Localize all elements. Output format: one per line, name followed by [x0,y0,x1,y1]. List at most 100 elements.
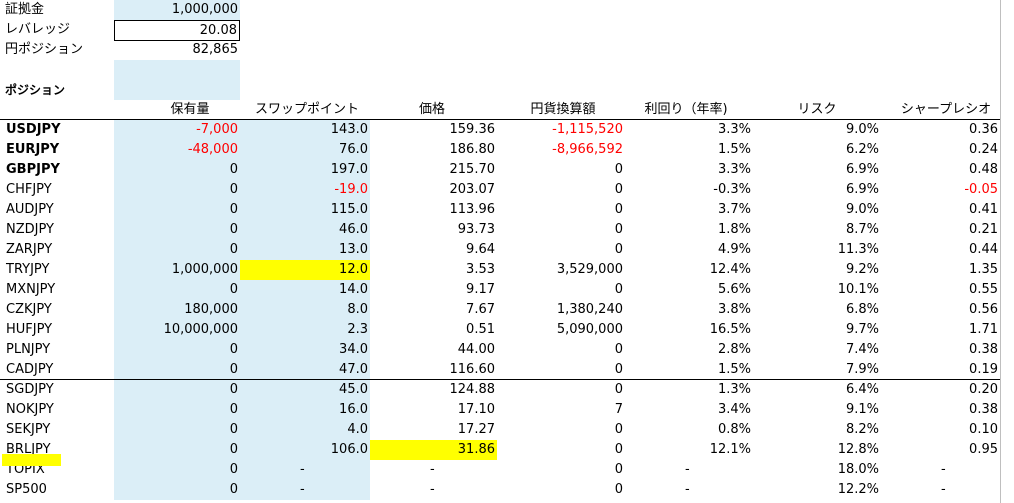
cell-yen[interactable]: 0 [614,462,623,477]
cell-yen[interactable]: 0 [614,422,623,437]
cell-yen[interactable]: 0 [614,342,623,357]
cell-risk[interactable]: 10.1% [837,282,879,297]
cell-yen[interactable]: 0 [614,242,623,257]
cell-qty[interactable]: 0 [114,240,240,260]
cell-swap[interactable]: - [240,460,370,480]
row-label[interactable]: HUFJPY [6,322,53,337]
cell-price[interactable]: 116.60 [449,362,496,377]
row-label[interactable]: SP500 [6,482,47,497]
row-label[interactable]: USDJPY [6,122,61,137]
cell-yield[interactable]: 3.8% [717,302,751,317]
cell-yield[interactable]: 0.8% [717,422,751,437]
cell-risk[interactable]: 9.7% [845,322,879,337]
cell-price[interactable]: 9.64 [466,242,495,257]
cell-swap[interactable]: 115.0 [240,200,370,220]
cell-yen[interactable]: 0 [614,442,623,457]
cell-yen[interactable]: 5,090,000 [556,322,623,337]
cell-qty[interactable]: 10,000,000 [114,320,240,340]
row-label[interactable]: AUDJPY [6,202,54,217]
cell-qty[interactable]: 0 [114,360,240,380]
cell-qty[interactable]: 0 [114,400,240,420]
cell-qty[interactable]: 0 [114,420,240,440]
cell-sharpe[interactable]: 0.44 [969,242,998,257]
cell-risk[interactable]: 9.1% [845,402,879,417]
row-label[interactable]: PLNJPY [6,342,51,357]
cell-sharpe[interactable]: 1.71 [969,322,998,337]
cell-yen[interactable]: 0 [614,362,623,377]
cell-sharpe[interactable]: 1.35 [969,262,998,277]
cell-yen[interactable]: 7 [614,402,623,417]
row-label[interactable]: MXNJPY [6,282,56,297]
cell-qty[interactable]: -48,000 [114,140,240,160]
cell-qty[interactable]: 0 [114,160,240,180]
cell-yield[interactable]: -0.3% [713,182,751,197]
cell-yield[interactable]: 1.3% [717,382,751,397]
cell-qty[interactable]: 0 [114,480,240,500]
cell-sharpe[interactable]: -0.05 [964,182,998,197]
cell-risk[interactable]: 6.8% [845,302,879,317]
cell-yield[interactable]: 1.5% [717,142,751,157]
cell-risk[interactable]: 11.3% [837,242,879,257]
cell-price[interactable]: - [430,482,435,497]
cell-price[interactable]: 124.88 [449,382,496,397]
cell-sharpe[interactable]: - [941,482,946,497]
cell-swap[interactable]: 34.0 [240,340,370,360]
cell-sharpe[interactable]: 0.41 [969,202,998,217]
cell-yield[interactable]: 3.3% [717,162,751,177]
cell-yen[interactable]: 0 [614,482,623,497]
cell-yield[interactable]: 1.8% [717,222,751,237]
cell-price[interactable]: 9.17 [466,282,495,297]
cell-qty[interactable]: 0 [114,200,240,220]
cell-swap[interactable]: 197.0 [240,160,370,180]
cell-yen[interactable]: 3,529,000 [556,262,623,277]
cell-yield[interactable]: 3.7% [717,202,751,217]
cell-price[interactable]: 31.86 [370,440,497,460]
cell-swap[interactable]: 2.3 [240,320,370,340]
cell-swap[interactable]: 8.0 [240,300,370,320]
margin-value[interactable]: 1,000,000 [114,0,240,20]
cell-swap[interactable]: - [240,480,370,500]
cell-risk[interactable]: 6.4% [845,382,879,397]
row-label[interactable]: SEKJPY [6,422,51,437]
cell-risk[interactable]: 7.4% [845,342,879,357]
cell-swap[interactable]: 76.0 [240,140,370,160]
cell-sharpe[interactable]: 0.36 [969,122,998,137]
yen-position-value[interactable]: 82,865 [192,42,239,57]
cell-price[interactable]: 17.10 [457,402,495,417]
cell-sharpe[interactable]: 0.38 [969,342,998,357]
cell-sharpe[interactable]: 0.19 [969,362,998,377]
cell-price[interactable]: 159.36 [449,122,496,137]
cell-sharpe[interactable]: 0.20 [969,382,998,397]
cell-price[interactable]: 203.07 [449,182,496,197]
cell-swap[interactable]: 47.0 [240,360,370,380]
cell-swap[interactable]: 16.0 [240,400,370,420]
row-label[interactable]: BRLJPY [6,442,51,457]
cell-risk[interactable]: 18.0% [837,462,879,477]
cell-qty[interactable]: 0 [114,460,240,480]
cell-qty[interactable]: 0 [114,280,240,300]
cell-yield[interactable]: 12.1% [709,442,751,457]
cell-price[interactable]: 17.27 [457,422,495,437]
cell-price[interactable]: - [430,462,435,477]
cell-price[interactable]: 215.70 [449,162,496,177]
cell-yen[interactable]: 0 [614,282,623,297]
row-label[interactable]: CHFJPY [6,182,52,197]
row-label[interactable]: CADJPY [6,362,54,377]
cell-sharpe[interactable]: 0.55 [969,282,998,297]
cell-yield[interactable]: 1.5% [717,362,751,377]
cell-qty[interactable]: 1,000,000 [114,260,240,280]
cell-sharpe[interactable]: 0.48 [969,162,998,177]
cell-yield[interactable]: 3.4% [717,402,751,417]
cell-sharpe[interactable]: 0.24 [969,142,998,157]
cell-qty[interactable]: 0 [114,180,240,200]
cell-risk[interactable]: 9.0% [845,122,879,137]
cell-yield[interactable]: - [685,482,690,497]
cell-yen[interactable]: 0 [614,222,623,237]
cell-yield[interactable]: 2.8% [717,342,751,357]
cell-sharpe[interactable]: 0.21 [969,222,998,237]
cell-swap[interactable]: 45.0 [240,380,370,400]
cell-swap[interactable]: 4.0 [240,420,370,440]
row-label[interactable]: CZKJPY [6,302,52,317]
cell-qty[interactable]: 0 [114,340,240,360]
cell-risk[interactable]: 9.0% [845,202,879,217]
